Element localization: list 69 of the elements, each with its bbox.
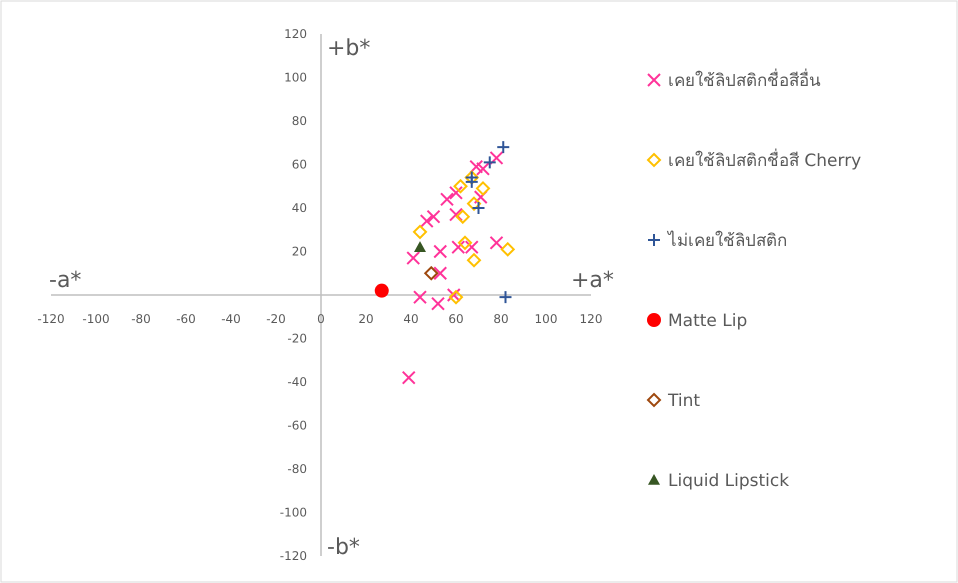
y-tick-label: 120 — [284, 27, 307, 41]
point — [449, 186, 463, 200]
point — [482, 155, 497, 170]
point — [454, 179, 468, 194]
point — [414, 241, 426, 252]
point — [458, 236, 472, 250]
x-tick-label: 40 — [403, 312, 419, 326]
point — [476, 162, 490, 176]
y-tick-label: 60 — [292, 158, 307, 172]
point — [402, 370, 416, 385]
point — [433, 244, 448, 258]
point — [476, 181, 490, 196]
point — [467, 253, 481, 268]
point — [500, 242, 515, 256]
point — [467, 196, 481, 211]
point — [406, 251, 420, 266]
x-tick-label: 20 — [358, 312, 374, 326]
point — [456, 210, 470, 224]
point — [474, 190, 488, 204]
y-tick-label: -100 — [280, 506, 307, 520]
y-tick-label: 100 — [284, 70, 307, 84]
y-tick-label: -20 — [287, 332, 307, 346]
point — [490, 150, 504, 165]
x-tick-label: -100 — [82, 312, 110, 326]
x-tick-label: 80 — [493, 312, 509, 326]
x-tick-label: -120 — [37, 312, 65, 326]
legend-label: ไม่เคยใช้ลิปสติก — [666, 230, 787, 251]
y-tick-label: 80 — [292, 114, 307, 128]
point — [490, 236, 504, 250]
y-tick-label: 20 — [292, 244, 307, 258]
y-tick-label: -60 — [287, 418, 307, 432]
point — [426, 210, 440, 224]
point — [424, 266, 438, 280]
point — [472, 201, 486, 215]
point — [469, 160, 484, 174]
point — [449, 290, 463, 304]
x-tick-label: -80 — [131, 312, 151, 326]
y-tick-label: -40 — [287, 375, 307, 389]
annotation: -b* — [327, 535, 360, 560]
y-tick-label: -80 — [287, 462, 307, 476]
point — [420, 214, 434, 228]
legend-label: Matte Lip — [668, 311, 748, 331]
x-tick-label: -20 — [266, 312, 286, 326]
legend-label: เคยใช้ลิปสติกชื่อสี Cherry — [668, 148, 862, 171]
x-tick-label: 0 — [317, 312, 325, 326]
point — [433, 266, 448, 280]
point — [464, 174, 479, 189]
point — [440, 192, 454, 206]
legend-label: Liquid Lipstick — [668, 471, 790, 491]
x-tick-label: 100 — [534, 312, 558, 326]
x-tick-label: 120 — [580, 312, 602, 326]
x-tick-label: -60 — [176, 312, 196, 326]
point — [431, 296, 445, 311]
annotation: -a* — [49, 268, 82, 293]
legend-label: Tint — [667, 391, 700, 411]
point — [413, 224, 427, 239]
y-tick-label: -120 — [280, 549, 307, 563]
y-tick-label: 40 — [292, 201, 307, 215]
legend-label: เคยใช้ลิปสติกชื่อสีอื่น — [668, 68, 821, 91]
point — [446, 288, 461, 302]
point — [498, 290, 512, 304]
x-tick-label: -40 — [221, 312, 241, 326]
annotation: +b* — [327, 36, 370, 62]
x-tick-label: 60 — [448, 312, 464, 326]
point — [496, 140, 510, 154]
point — [413, 290, 427, 304]
point — [449, 208, 463, 222]
point — [374, 284, 389, 298]
annotation: +a* — [571, 268, 614, 293]
